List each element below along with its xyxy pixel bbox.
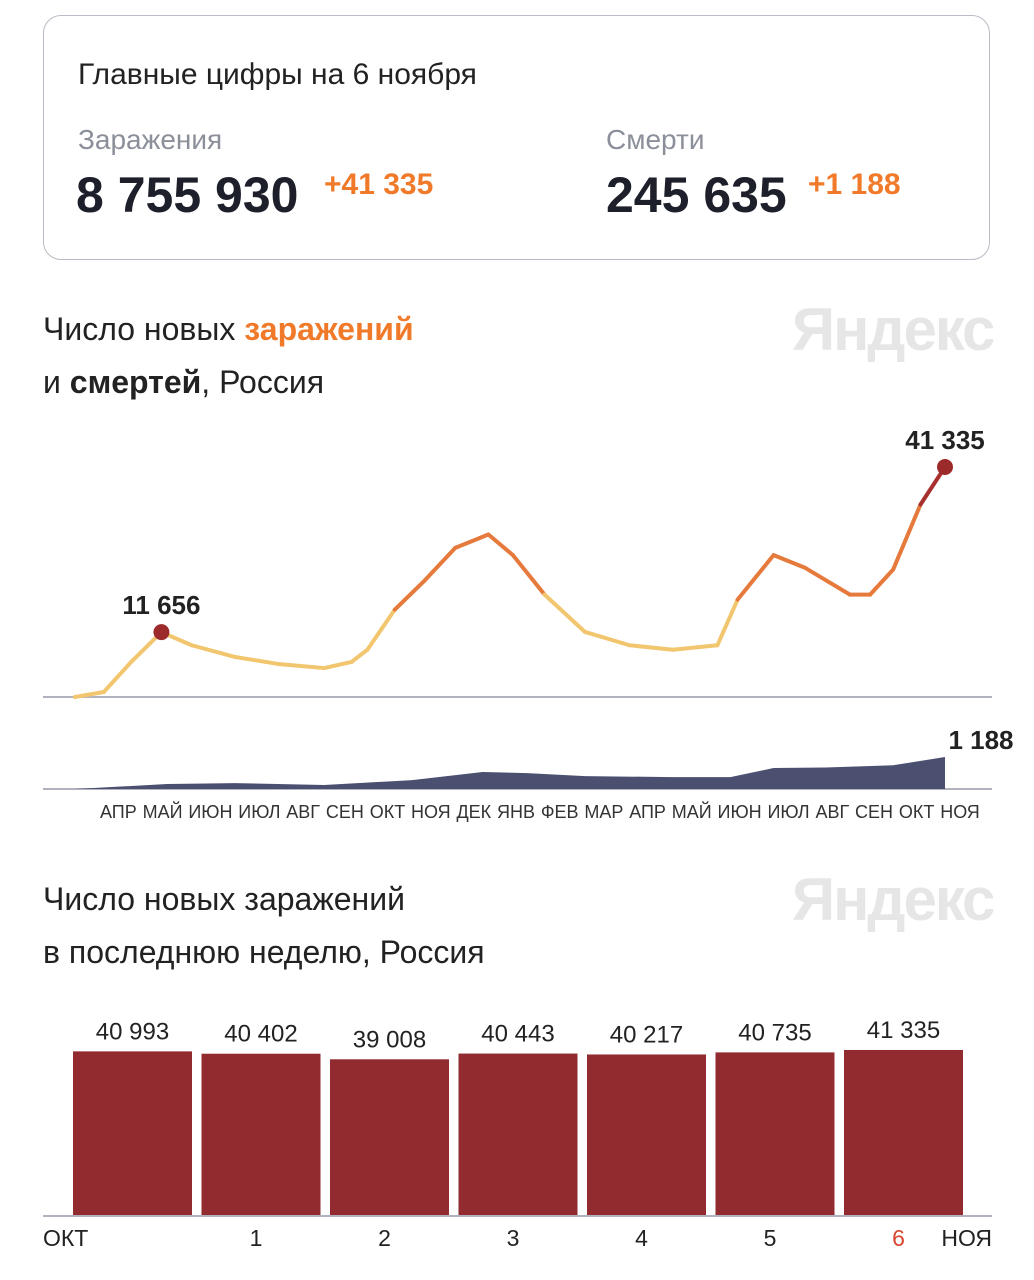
infections-line-segment xyxy=(715,597,740,648)
bar xyxy=(201,1053,321,1215)
title-infections: заражений xyxy=(244,311,414,347)
peak-label: 11 656 xyxy=(122,590,200,620)
infections-line-segment xyxy=(627,643,675,652)
month-axis: АПР МАЙ ИЮН ИЮЛ АВГ СЕН ОКТ НОЯ ДЕК ЯНВ ФЕВ МАР АПР М… xyxy=(100,802,980,823)
bar-value-label: 41 335 xyxy=(867,1017,940,1044)
month-label: НОЯ xyxy=(411,802,451,822)
month-label: СЕН xyxy=(855,802,894,822)
month-label: ЯНВ xyxy=(496,802,535,822)
bar xyxy=(330,1059,449,1215)
bar-x-label: 1 xyxy=(250,1225,263,1251)
month-label: ФЕВ xyxy=(540,802,579,822)
infections-line-segment xyxy=(101,659,134,694)
yandex-logo: Яндекс xyxy=(792,296,995,363)
infections-line-segment xyxy=(771,553,808,570)
month-label: ОКТ xyxy=(898,802,935,822)
month-label: МАЙ xyxy=(142,802,183,822)
infections-line-segment xyxy=(735,553,776,602)
bar-value-label: 40 402 xyxy=(224,1021,297,1048)
infections-line-segment xyxy=(510,553,547,597)
month-label: МАЙ xyxy=(671,802,712,822)
bar xyxy=(844,1050,963,1215)
infections-line-segment xyxy=(803,565,852,597)
bar-x-label: 3 xyxy=(507,1225,520,1251)
infections-line-segment xyxy=(453,532,491,550)
infections-line-segment xyxy=(423,545,458,583)
deaths-total: 245 635 xyxy=(606,167,787,223)
deaths-label: 1 188 xyxy=(948,725,1013,755)
bar-x-label: 6 xyxy=(892,1225,905,1251)
title-deaths: смертей xyxy=(69,364,202,400)
infections-line-segment xyxy=(349,647,370,664)
infections-line-segment xyxy=(582,629,632,648)
title-part: Число новых xyxy=(43,311,245,347)
deaths-delta: +1 188 xyxy=(808,168,901,201)
month-label: МАР xyxy=(584,802,624,822)
infections-line-segment xyxy=(392,578,428,612)
infections-line-segment xyxy=(542,592,587,634)
infections-label: Заражения xyxy=(78,124,223,155)
bar-chart-title: Число новых заражений в последнюю неделю… xyxy=(43,873,485,979)
month-label: АПР xyxy=(100,802,137,822)
bar-value-label: 40 443 xyxy=(481,1021,554,1048)
infections-line-segment xyxy=(73,689,106,699)
title-part: , Россия xyxy=(201,364,325,400)
bar xyxy=(73,1051,192,1215)
bar-x-label: НОЯ xyxy=(941,1225,992,1251)
month-label: АВГ xyxy=(815,802,850,822)
infections-delta: +41 335 xyxy=(324,168,434,201)
peak-marker xyxy=(153,624,170,641)
month-label: ОКТ xyxy=(369,802,406,822)
infections-line-segment xyxy=(868,567,896,597)
bar-x-label: 4 xyxy=(635,1225,648,1251)
bar-value-label: 39 008 xyxy=(353,1026,426,1053)
bar xyxy=(458,1053,578,1215)
bar-value-label: 40 735 xyxy=(738,1019,811,1046)
month-label: ИЮН xyxy=(717,802,762,822)
bar xyxy=(715,1052,835,1215)
bar-x-label: 5 xyxy=(764,1225,777,1251)
infections-line-segment xyxy=(670,643,720,652)
month-label: ИЮН xyxy=(188,802,233,822)
month-label: ИЮЛ xyxy=(767,802,810,822)
infections-line-segment xyxy=(277,662,327,671)
line-chart-title: Число новых заражений и смертей, Россия xyxy=(43,303,414,409)
infections-line-segment xyxy=(322,659,354,671)
bar-x-label: ОКТ xyxy=(43,1225,88,1251)
infections-total: 8 755 930 xyxy=(76,167,299,223)
month-label: ДЕК xyxy=(456,802,492,822)
peak-label: 41 335 xyxy=(905,425,985,455)
bar-x-label: 2 xyxy=(378,1225,391,1251)
infections-line-segment xyxy=(189,643,237,659)
infections-line-segment xyxy=(891,502,923,572)
bar-value-label: 40 993 xyxy=(96,1018,169,1045)
month-label: АПР xyxy=(629,802,666,822)
deaths-area xyxy=(75,757,945,789)
title-line: в последнюю неделю, Россия xyxy=(43,934,485,970)
infections-line-segment xyxy=(365,607,397,652)
yandex-logo: Яндекс xyxy=(792,866,995,933)
month-label: НОЯ xyxy=(940,802,980,822)
deaths-label: Смерти xyxy=(606,124,705,155)
title-part: и xyxy=(43,364,70,400)
bar xyxy=(587,1054,706,1215)
month-label: АВГ xyxy=(286,802,321,822)
month-label: СЕН xyxy=(325,802,364,822)
summary-title: Главные цифры на 6 ноября xyxy=(78,58,477,91)
title-line: Число новых заражений xyxy=(43,881,405,917)
month-label: ИЮЛ xyxy=(238,802,281,822)
peak-marker xyxy=(937,459,953,475)
bar-value-label: 40 217 xyxy=(610,1021,683,1048)
summary-card: Главные цифры на 6 ноября Заражения 8 75… xyxy=(43,15,990,260)
infections-line-segment xyxy=(486,532,515,558)
infections-line-segment xyxy=(232,654,282,667)
